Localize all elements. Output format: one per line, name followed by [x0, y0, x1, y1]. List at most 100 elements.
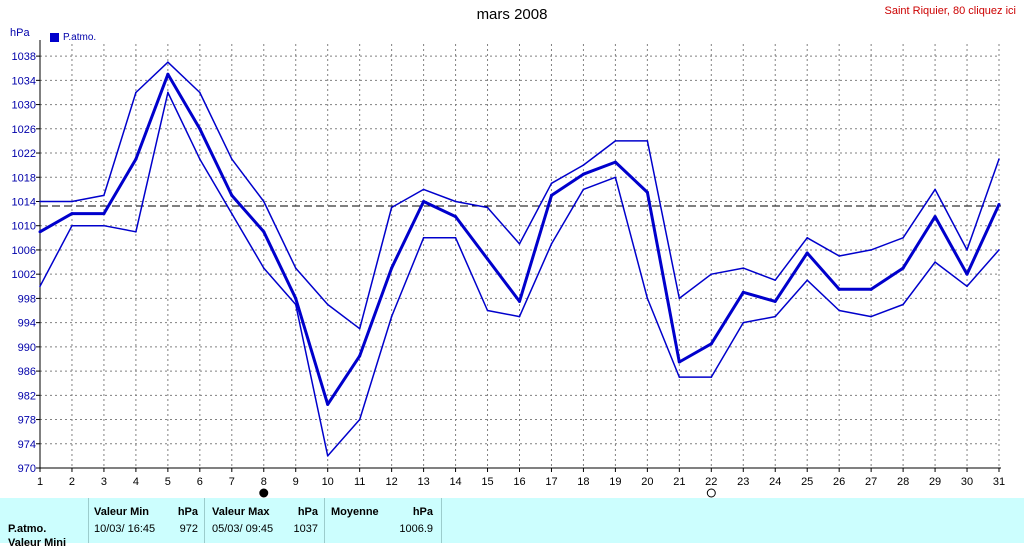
y-tick-label: 1022 [12, 148, 36, 160]
data-point-min [294, 303, 297, 306]
min-header: Valeur Min [94, 506, 150, 518]
x-tick-label: 25 [801, 476, 813, 488]
data-point-mean [549, 193, 553, 197]
data-point-mean [581, 172, 585, 176]
data-point-min [71, 224, 73, 227]
x-tick-label: 6 [197, 476, 203, 488]
stats-max-cell: Valeur Max hPa 05/03/ 09:45 1037 [205, 498, 325, 543]
data-point-mean [997, 203, 1001, 207]
x-tick-label: 19 [609, 476, 621, 488]
y-tick-label: 1002 [12, 269, 36, 281]
y-tick-label: 970 [18, 463, 36, 475]
data-point-min [998, 249, 1000, 251]
data-point-max [998, 158, 1000, 160]
chart-title: mars 2008 [476, 6, 548, 23]
x-tick-label: 17 [545, 476, 557, 488]
min-unit: hPa [177, 506, 198, 518]
x-tick-label: 11 [354, 476, 365, 488]
data-point-mean [230, 193, 234, 197]
data-point-min [550, 243, 553, 245]
data-point-min [422, 237, 425, 239]
data-point-mean [486, 257, 490, 261]
station-link[interactable]: Saint Riquier, 80 cliquez ici [884, 5, 1016, 17]
new-moon-icon [259, 488, 269, 498]
y-axis-unit: hPa [10, 27, 30, 39]
row-label-patmo: P.atmo. [8, 523, 47, 535]
data-point-mean [613, 160, 617, 164]
data-point-min [39, 285, 41, 288]
data-point-mean [198, 127, 202, 131]
avg-header: Moyenne [331, 506, 379, 518]
data-point-max [358, 327, 361, 330]
stats-panel: P.atmo. Valeur Mini Valeur Min hPa 10/03… [0, 498, 1024, 549]
data-point-max [135, 91, 137, 94]
y-tick-label: 1034 [12, 75, 36, 87]
x-tick-label: 5 [165, 476, 171, 488]
avg-unit: hPa [412, 506, 433, 518]
x-tick-label: 31 [993, 476, 1005, 488]
y-tick-label: 1026 [12, 124, 36, 136]
data-point-max [614, 140, 617, 142]
data-point-max [39, 200, 41, 203]
data-point-max [774, 279, 777, 282]
x-tick-label: 26 [833, 476, 845, 488]
data-point-max [646, 140, 649, 142]
data-point-mean [70, 212, 74, 216]
pressure-chart: 9709749789829869909949981002100610101014… [12, 40, 1005, 498]
data-point-max [710, 273, 713, 275]
data-point-min [678, 376, 681, 378]
x-tick-label: 9 [293, 476, 299, 488]
x-tick-label: 22 [705, 476, 717, 488]
y-tick-label: 1018 [12, 172, 36, 184]
data-point-min [199, 158, 201, 160]
data-point-mean [262, 230, 266, 234]
legend-label: P.atmo. [63, 32, 97, 43]
data-point-min [358, 418, 361, 421]
data-point-min [902, 303, 904, 306]
data-point-max [934, 188, 936, 191]
legend-swatch [50, 33, 59, 42]
data-point-max [838, 255, 840, 257]
data-point-mean [933, 215, 937, 219]
data-point-mean [869, 287, 873, 291]
row-label-valeur-mini: Valeur Mini [8, 537, 67, 549]
data-point-max [582, 164, 585, 166]
x-tick-label: 15 [481, 476, 493, 488]
data-point-mean [358, 354, 362, 358]
x-tick-label: 23 [737, 476, 749, 488]
x-tick-label: 4 [133, 476, 139, 488]
data-point-max [422, 188, 425, 191]
data-point-min [710, 376, 713, 378]
data-point-mean [38, 230, 42, 234]
y-tick-label: 994 [18, 318, 36, 330]
data-point-min [262, 267, 265, 269]
data-point-max [231, 158, 233, 160]
data-point-mean [645, 190, 649, 194]
data-point-min [326, 455, 329, 457]
data-point-max [71, 200, 73, 203]
y-tick-label: 1038 [12, 51, 36, 63]
data-point-max [326, 303, 329, 306]
x-tick-label: 24 [769, 476, 781, 488]
x-tick-label: 29 [929, 476, 941, 488]
y-tick-label: 998 [18, 293, 36, 305]
max-header: Valeur Max [212, 506, 270, 518]
y-tick-label: 990 [18, 342, 36, 354]
min-value: 972 [179, 523, 198, 535]
data-point-min [103, 224, 105, 227]
stats-min-cell: Valeur Min hPa 10/03/ 16:45 972 [89, 498, 205, 543]
data-point-mean [166, 72, 170, 76]
avg-value: 1006.9 [399, 523, 433, 535]
data-point-mean [422, 199, 426, 203]
data-point-min [934, 261, 936, 263]
y-tick-label: 1014 [12, 196, 36, 208]
x-tick-label: 18 [577, 476, 589, 488]
data-point-max [870, 249, 872, 251]
data-point-mean [677, 360, 681, 364]
data-point-mean [837, 287, 841, 291]
data-point-min [390, 315, 393, 318]
x-tick-label: 21 [673, 476, 685, 488]
full-moon-icon [706, 488, 716, 498]
max-datetime: 05/03/ 09:45 [212, 523, 274, 535]
data-point-mean [390, 266, 394, 270]
